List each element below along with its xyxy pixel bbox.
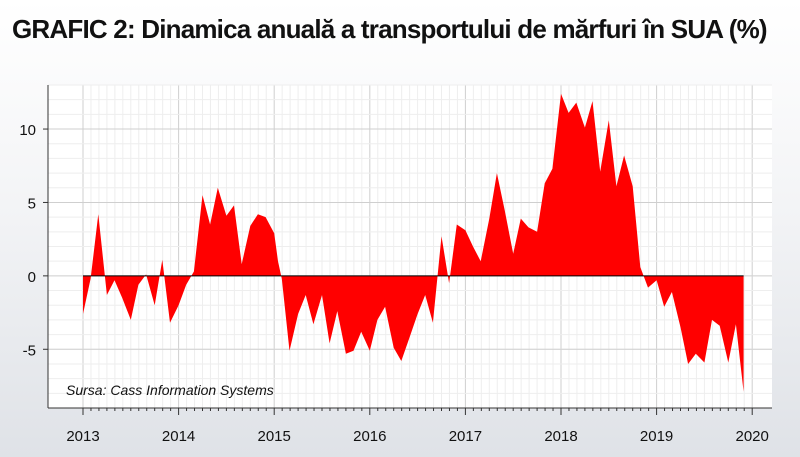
x-tick-label: 2017 [449, 428, 482, 445]
x-tick-label: 2013 [66, 428, 99, 445]
x-tick-label: 2014 [162, 428, 195, 445]
y-axis-ticks: 10 5 0 -5 [19, 122, 48, 359]
x-tick-label: 2020 [736, 428, 769, 445]
source-note: Sursa: Cass Information Systems [66, 382, 274, 398]
series-area [83, 93, 744, 392]
y-tick-label: 0 [28, 269, 36, 286]
x-tick-label: 2018 [544, 428, 577, 445]
x-tick-label: 2015 [258, 428, 291, 445]
y-tick-label: -5 [23, 342, 36, 359]
x-tick-label: 2019 [640, 428, 673, 445]
series-fill [83, 93, 744, 392]
y-tick-label: 5 [28, 195, 36, 212]
x-axis-ticks: 2013 2014 2015 2016 2017 2018 2019 2020 [66, 408, 769, 445]
y-tick-label: 10 [19, 122, 36, 139]
chart-title: GRAFIC 2: Dinamica anuală a transportulu… [12, 14, 768, 44]
x-tick-label: 2016 [353, 428, 386, 445]
